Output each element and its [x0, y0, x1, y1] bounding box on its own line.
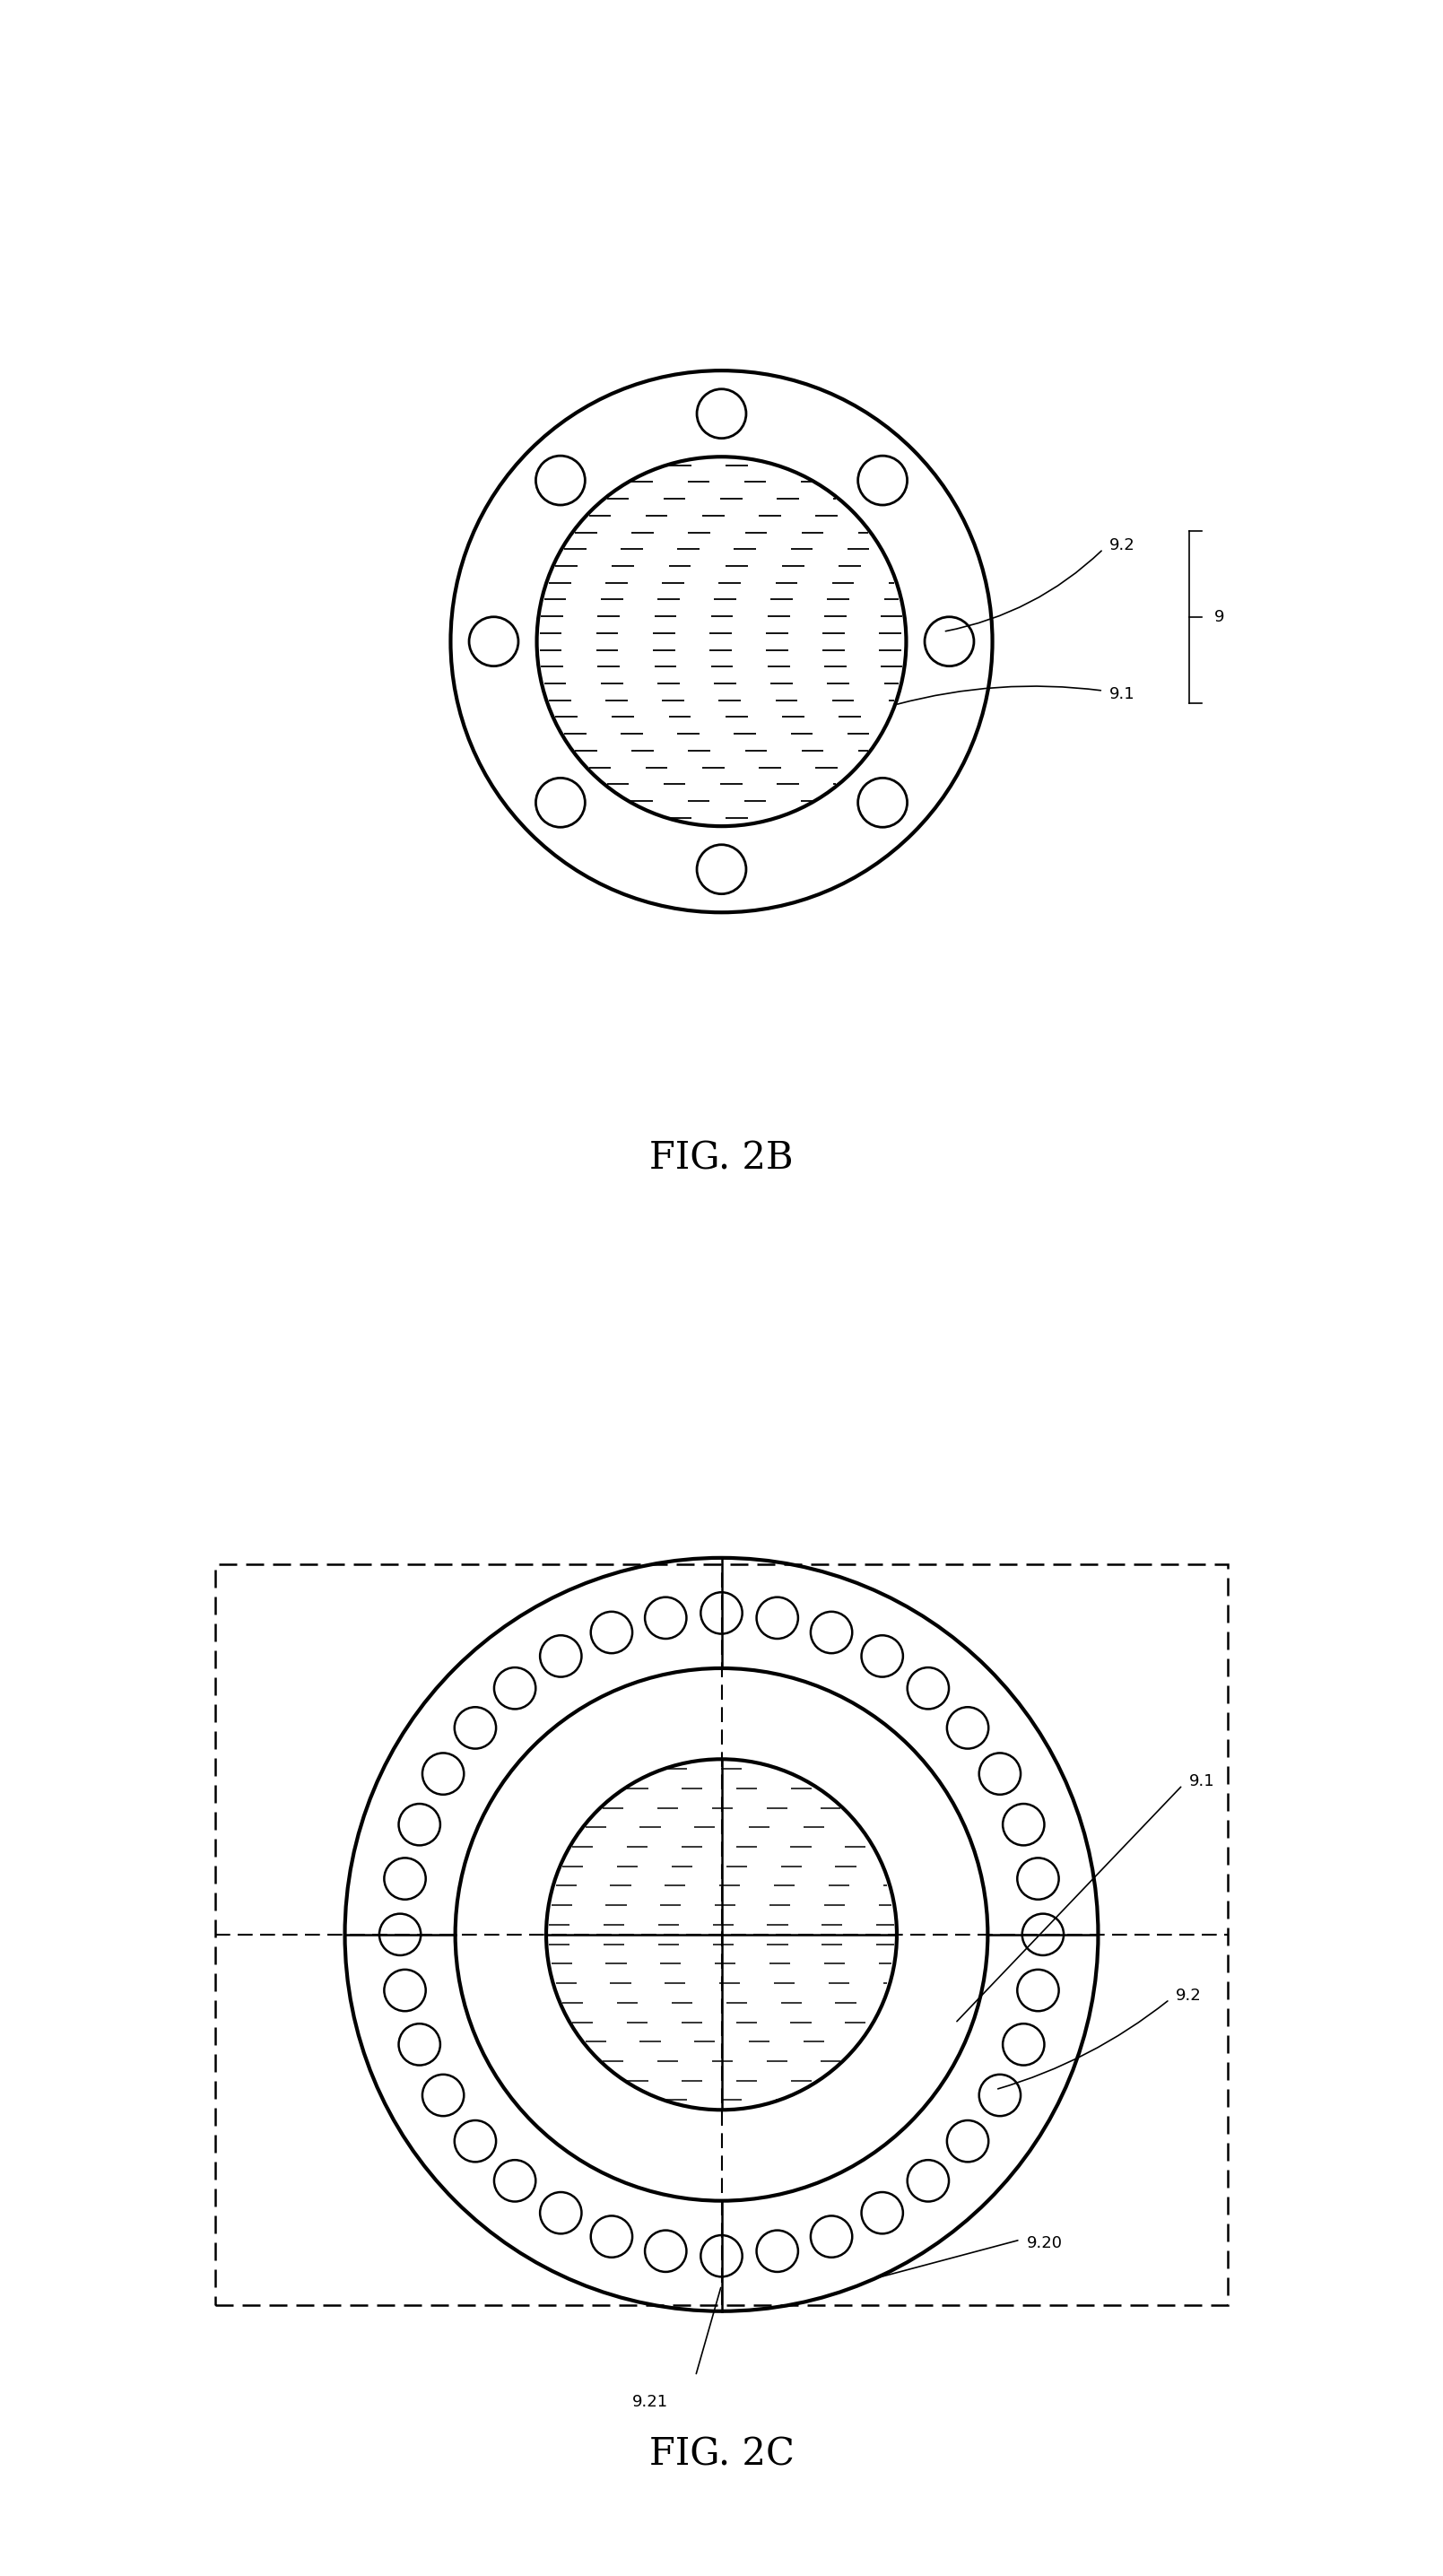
Text: 9.21: 9.21: [632, 2393, 668, 2411]
Bar: [215, 1564, 1228, 2306]
Text: 9.2: 9.2: [1176, 1989, 1202, 2004]
Text: 9.2: 9.2: [1110, 538, 1136, 554]
Text: FIG. 2C: FIG. 2C: [649, 2434, 794, 2473]
Text: 9.20: 9.20: [1026, 2236, 1062, 2251]
Text: FIG. 2B: FIG. 2B: [649, 1139, 794, 1177]
Text: 9: 9: [1214, 608, 1224, 626]
Text: 9.1: 9.1: [1189, 1772, 1215, 1790]
Text: 9.1: 9.1: [1110, 685, 1136, 703]
